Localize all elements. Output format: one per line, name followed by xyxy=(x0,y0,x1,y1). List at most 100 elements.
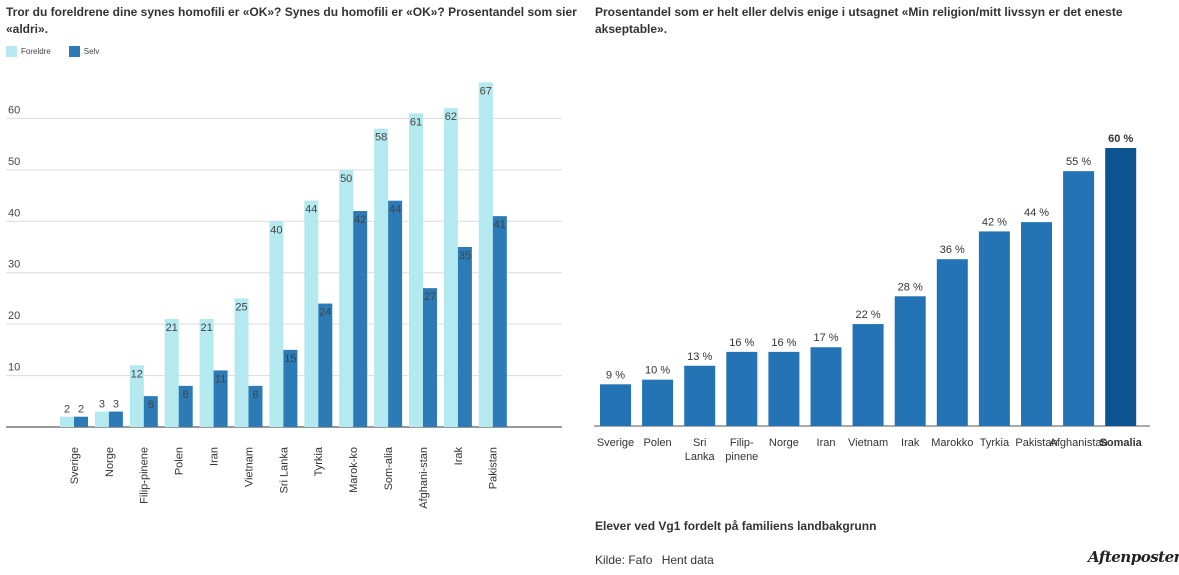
x-tick-label-polen: Polen xyxy=(174,447,186,475)
data-label-selv-som-alia: 44 xyxy=(389,204,401,216)
x-tick-label-iran: Iran xyxy=(209,447,221,466)
bar-selv-tyrkia xyxy=(318,303,333,427)
bar-selv-marok-ko xyxy=(353,211,368,427)
x-tick-label-norge: Norge xyxy=(769,437,799,449)
bar-selv-filip-pinene xyxy=(143,396,158,427)
data-label-selv-filip-pinene: 6 xyxy=(148,399,154,411)
x-tick-label-polen: Polen xyxy=(644,437,672,449)
bar-foreldre-som-alia xyxy=(374,128,389,427)
x-tick-label-irak: Irak xyxy=(453,447,465,466)
bar-marokko xyxy=(936,259,968,426)
legend-swatch-foreldre xyxy=(6,46,17,57)
data-label-tyrkia: 42 % xyxy=(982,216,1007,228)
x-tick-label-sri-lanka: Sri Lanka xyxy=(278,446,290,493)
aftenposten-logo: Aftenposten xyxy=(1088,548,1179,566)
bar-pakistan xyxy=(1021,222,1052,426)
legend-label-foreldre: Foreldre xyxy=(21,47,51,56)
data-label-selv-afghani-stan: 27 xyxy=(424,291,436,303)
bar-foreldre-pakistan xyxy=(478,82,493,427)
data-label-foreldre-pakistan: 67 xyxy=(480,85,492,97)
bar-tyrkia xyxy=(978,231,1010,426)
data-label-sverige: 9 % xyxy=(606,369,625,381)
data-label-selv-polen: 8 xyxy=(183,389,189,401)
data-label-selv-marok-ko: 42 xyxy=(354,214,366,226)
footer-source: Kilde: Fafo Hent data xyxy=(595,553,720,567)
data-label-foreldre-iran: 21 xyxy=(200,322,212,334)
bar-foreldre-polen xyxy=(164,319,179,427)
bar-sverige xyxy=(600,384,631,426)
x-tick-label-marokko: Marokko xyxy=(931,437,973,449)
data-label-norge: 16 % xyxy=(771,337,796,349)
bar-foreldre-sverige xyxy=(60,416,74,427)
data-label-selv-irak: 35 xyxy=(459,250,471,262)
data-label-polen: 10 % xyxy=(645,365,670,377)
x-tick-label-som-alia: Som-alia xyxy=(383,446,395,490)
left-chart-title: Tror du foreldrene dine synes homofili e… xyxy=(6,5,577,36)
data-label-selv-norge: 3 xyxy=(113,399,119,411)
bar-foreldre-marok-ko xyxy=(339,169,354,427)
data-label-sri-lanka: 13 % xyxy=(687,351,712,363)
data-label-foreldre-sverige: 2 xyxy=(64,404,70,416)
data-label-selv-sverige: 2 xyxy=(78,404,84,416)
footer-subtitle: Elever ved Vg1 fordelt på familiens land… xyxy=(595,519,877,533)
data-label-selv-vietnam: 8 xyxy=(252,389,258,401)
legend-item-foreldre[interactable]: Foreldre xyxy=(6,46,51,57)
y-tick-label: 40 xyxy=(8,207,20,219)
bar-selv-afghani-stan xyxy=(423,288,437,427)
bar-foreldre-iran xyxy=(199,319,214,427)
x-tick-label-norge: Norge xyxy=(104,447,116,477)
bar-foreldre-tyrkia xyxy=(304,200,319,427)
bar-afghanistan xyxy=(1063,171,1095,426)
bar-selv-sri-lanka xyxy=(283,349,298,427)
left-bar-chart: 10 20 30 40 50 60 2 2 Sverige 3 3 Norge 12 6 Filip-pin… xyxy=(6,82,562,509)
bar-sri-lanka xyxy=(684,365,716,426)
y-tick-label: 50 xyxy=(8,156,20,168)
x-tick-label-sri-lanka: Sri Lanka xyxy=(685,437,716,463)
data-label-irak: 28 % xyxy=(898,281,923,293)
bar-selv-som-alia xyxy=(388,200,403,427)
y-tick-label: 10 xyxy=(8,362,20,374)
x-tick-label-vietnam: Vietnam xyxy=(848,437,888,449)
download-data-link[interactable]: Hent data xyxy=(661,553,714,567)
x-tick-label-marok-ko: Marok-ko xyxy=(348,447,360,493)
bar-selv-vietnam xyxy=(248,385,263,427)
bar-filip-pinene xyxy=(726,351,758,426)
data-label-foreldre-filip-pinene: 12 xyxy=(131,368,143,380)
bar-selv-pakistan xyxy=(492,216,507,427)
x-tick-label-iran: Iran xyxy=(817,437,836,449)
data-label-foreldre-som-alia: 58 xyxy=(375,132,387,144)
legend-item-selv[interactable]: Selv xyxy=(68,46,99,57)
data-label-foreldre-afghani-stan: 61 xyxy=(410,116,422,128)
data-label-vietnam: 22 % xyxy=(856,309,881,321)
data-label-afghanistan: 55 % xyxy=(1066,156,1091,168)
data-label-selv-tyrkia: 24 xyxy=(319,307,331,319)
bar-polen xyxy=(642,379,674,426)
x-tick-label-tyrkia: Tyrkia xyxy=(313,446,325,476)
x-tick-label-somalia: Somalia xyxy=(1100,437,1143,449)
y-tick-label: 30 xyxy=(8,259,20,271)
data-label-filip-pinene: 16 % xyxy=(729,337,754,349)
bar-selv-sverige xyxy=(74,416,88,427)
y-tick-label: 20 xyxy=(8,310,20,322)
data-label-selv-iran: 11 xyxy=(215,373,226,385)
bar-selv-polen xyxy=(178,385,193,427)
x-tick-label-pakistan: Pakistan xyxy=(488,447,500,489)
bar-somalia xyxy=(1105,148,1137,426)
data-label-foreldre-sri-lanka: 40 xyxy=(270,224,282,236)
x-tick-label-irak: Irak xyxy=(901,437,920,449)
x-tick-label-sverige: Sverige xyxy=(597,437,634,449)
bar-foreldre-filip-pinene xyxy=(129,365,144,427)
bar-foreldre-sri-lanka xyxy=(269,221,284,427)
data-label-iran: 17 % xyxy=(813,332,838,344)
data-label-foreldre-marok-ko: 50 xyxy=(340,173,352,185)
source-text: Kilde: Fafo xyxy=(595,553,653,567)
bar-iran xyxy=(810,347,842,426)
bar-selv-norge xyxy=(108,411,123,427)
y-tick-label: 60 xyxy=(8,104,20,116)
bar-foreldre-norge xyxy=(94,411,109,427)
bar-irak xyxy=(894,296,926,426)
data-label-selv-pakistan: 41 xyxy=(494,219,506,231)
x-tick-label-tyrkia: Tyrkia xyxy=(980,437,1010,449)
data-label-foreldre-irak: 62 xyxy=(445,111,457,123)
